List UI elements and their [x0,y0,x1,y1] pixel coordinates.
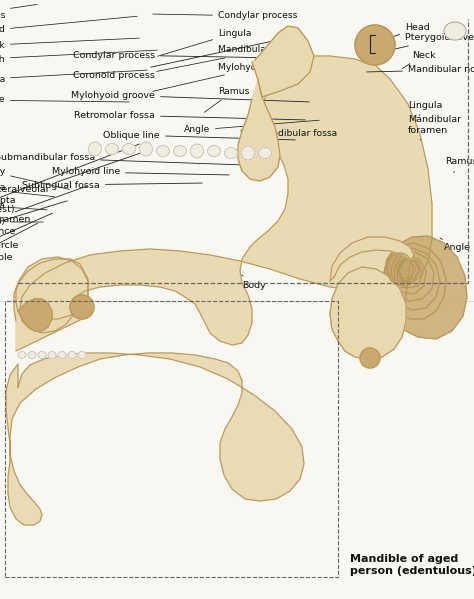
Text: Body: Body [0,168,69,189]
Ellipse shape [387,253,413,285]
Ellipse shape [208,146,220,156]
Text: Lingula: Lingula [158,29,252,56]
Polygon shape [330,267,406,359]
Text: Mylohyoid groove: Mylohyoid groove [153,62,300,92]
Polygon shape [238,80,280,181]
Text: Submandibular fossa: Submandibular fossa [235,129,337,151]
Text: Mental protuberance: Mental protuberance [0,201,67,237]
Ellipse shape [58,352,66,358]
Text: Head: Head [381,23,430,41]
Text: Angle: Angle [184,120,319,135]
Text: Body: Body [242,275,266,289]
Text: Condylar process: Condylar process [73,50,281,59]
Text: Mental tubercle: Mental tubercle [0,213,53,250]
Ellipse shape [258,147,272,159]
Ellipse shape [48,352,56,358]
Text: Digastric fossa: Digastric fossa [0,201,47,210]
Ellipse shape [78,352,86,358]
Ellipse shape [122,144,136,155]
Polygon shape [6,353,304,525]
Circle shape [360,348,380,368]
Ellipse shape [106,144,118,155]
Text: Mylohyoid line: Mylohyoid line [52,168,229,177]
Circle shape [355,25,395,65]
Text: Head: Head [0,16,137,35]
Text: Sublingual fossa: Sublingual fossa [22,180,202,189]
Ellipse shape [139,142,153,156]
Ellipse shape [18,352,26,358]
Text: Oblique line: Oblique line [103,131,295,140]
Text: Submandibular fossa: Submandibular fossa [0,153,242,165]
Text: Neck: Neck [402,50,436,68]
Text: Alveolar part (crest): Alveolar part (crest) [0,144,139,214]
Text: Superior and inferior mental spines (genial tubercles): Superior and inferior mental spines (gen… [0,217,43,226]
Polygon shape [14,259,88,351]
Text: Ramus: Ramus [445,158,474,173]
Text: Coronoid process: Coronoid process [0,4,37,20]
Ellipse shape [28,352,36,358]
Text: Mandibular
foramen: Mandibular foramen [408,115,461,140]
Text: Neck: Neck [0,38,139,50]
Polygon shape [330,267,406,359]
Ellipse shape [191,144,203,158]
Polygon shape [18,299,52,331]
Ellipse shape [89,142,101,156]
Text: Interalveolar
septa: Interalveolar septa [0,149,152,205]
Ellipse shape [173,146,186,156]
Ellipse shape [241,146,255,160]
Polygon shape [252,26,314,97]
Text: Mandibular foramen: Mandibular foramen [157,46,311,71]
Text: Pterygoid fovea: Pterygoid fovea [0,70,147,84]
Text: Mylohyoid line: Mylohyoid line [0,95,129,104]
Text: Condylar process: Condylar process [153,11,297,20]
Text: Mylohyoid groove: Mylohyoid groove [71,90,309,102]
Text: Pterygoid fovea: Pterygoid fovea [385,34,474,52]
Text: Ramus: Ramus [204,86,249,113]
Text: Mandibular notch: Mandibular notch [367,65,474,74]
Text: Mental foramen: Mental foramen [0,186,87,225]
Ellipse shape [68,352,76,358]
Text: Coronoid process: Coronoid process [73,41,275,80]
Ellipse shape [225,147,237,159]
Polygon shape [348,271,400,331]
Ellipse shape [38,352,46,358]
Circle shape [70,295,94,319]
Text: Mandible of aged
person (edentulous): Mandible of aged person (edentulous) [350,554,474,576]
Ellipse shape [156,146,170,156]
Text: Lingula: Lingula [408,101,442,116]
Polygon shape [330,237,414,281]
Polygon shape [383,236,467,339]
Text: Retromolar fossa: Retromolar fossa [74,110,305,120]
Polygon shape [16,257,88,319]
Text: Sublingual fossa: Sublingual fossa [0,183,54,196]
Text: Angle: Angle [440,238,471,253]
Ellipse shape [444,22,466,40]
Text: Base of mandible: Base of mandible [0,223,37,262]
Text: Mandibular notch: Mandibular notch [0,50,157,65]
Polygon shape [20,56,432,345]
